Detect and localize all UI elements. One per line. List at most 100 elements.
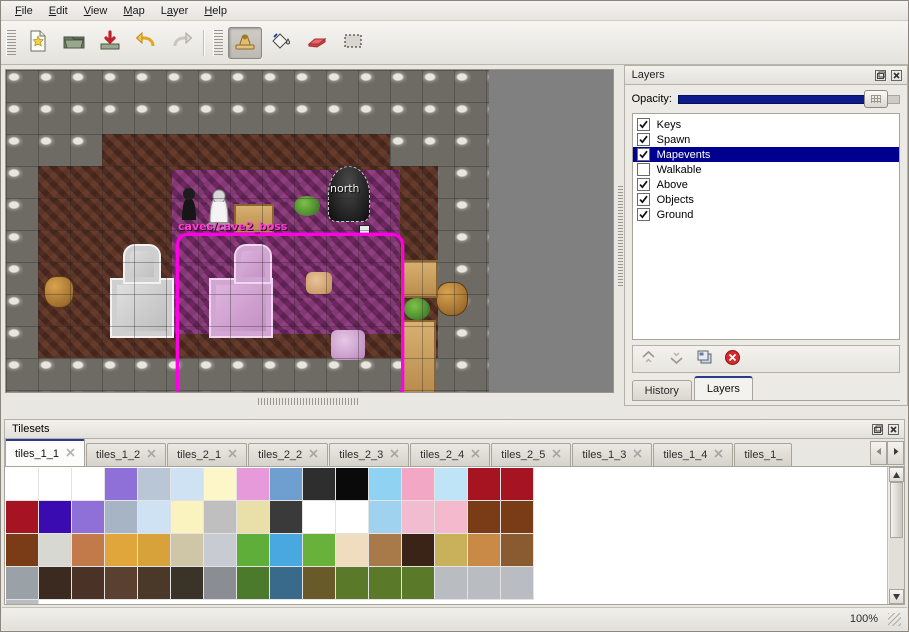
tile-cell[interactable] bbox=[39, 567, 72, 600]
tile-cell[interactable] bbox=[402, 534, 435, 567]
tile-cell[interactable] bbox=[6, 501, 39, 534]
tile-cell[interactable] bbox=[336, 567, 369, 600]
close-icon[interactable] bbox=[714, 449, 723, 461]
layer-row-ground[interactable]: Ground bbox=[633, 207, 899, 222]
tile-cell[interactable] bbox=[105, 567, 138, 600]
layer-row-above[interactable]: Above bbox=[633, 177, 899, 192]
new-map-button[interactable] bbox=[21, 27, 55, 59]
tile-cell[interactable] bbox=[501, 468, 534, 501]
tile-cell[interactable] bbox=[6, 567, 39, 600]
scrollbar-track[interactable] bbox=[888, 538, 904, 589]
tile-cell[interactable] bbox=[6, 534, 39, 567]
tile-cell[interactable] bbox=[39, 468, 72, 501]
tile-cell[interactable] bbox=[138, 534, 171, 567]
tile-cell[interactable] bbox=[468, 567, 501, 600]
tile-cell[interactable] bbox=[369, 468, 402, 501]
tile-cell[interactable] bbox=[138, 501, 171, 534]
tile-cell[interactable] bbox=[138, 468, 171, 501]
lower-layer-button[interactable] bbox=[668, 350, 686, 368]
menu-item-view[interactable]: View bbox=[83, 4, 108, 17]
tile-cell[interactable] bbox=[336, 468, 369, 501]
tile-cell[interactable] bbox=[336, 501, 369, 534]
tile-cell[interactable] bbox=[237, 567, 270, 600]
scroll-tabs-right-button[interactable] bbox=[887, 441, 904, 465]
tile-cell[interactable] bbox=[72, 501, 105, 534]
tile-cell[interactable] bbox=[237, 501, 270, 534]
close-icon[interactable] bbox=[228, 449, 237, 461]
layer-row-walkable[interactable]: Walkable bbox=[633, 162, 899, 177]
tile-cell[interactable] bbox=[303, 468, 336, 501]
tileset-tab-tiles_1_3[interactable]: tiles_1_3 bbox=[572, 443, 653, 466]
tileset-tab-tiles_1_partial[interactable]: tiles_1_ bbox=[734, 443, 793, 466]
scroll-down-button[interactable] bbox=[888, 589, 904, 604]
layer-visibility-checkbox[interactable] bbox=[636, 148, 650, 161]
close-icon[interactable] bbox=[887, 423, 900, 436]
raise-layer-button[interactable] bbox=[640, 350, 658, 368]
close-icon[interactable] bbox=[633, 449, 642, 461]
tile-cell[interactable] bbox=[435, 468, 468, 501]
menu-item-edit[interactable]: Edit bbox=[48, 4, 68, 17]
tile-cell[interactable] bbox=[369, 567, 402, 600]
tile-cell[interactable] bbox=[270, 534, 303, 567]
tools-grip[interactable] bbox=[213, 29, 223, 56]
opacity-slider[interactable] bbox=[677, 90, 900, 108]
menu-item-help[interactable]: Help bbox=[204, 4, 227, 17]
resize-grip[interactable] bbox=[888, 612, 901, 626]
eraser-tool-button[interactable] bbox=[300, 27, 334, 59]
tile-cell[interactable] bbox=[6, 600, 39, 604]
tile-cell[interactable] bbox=[237, 468, 270, 501]
tile-cell[interactable] bbox=[468, 468, 501, 501]
menu-item-file[interactable]: File bbox=[15, 4, 33, 17]
layer-visibility-checkbox[interactable] bbox=[636, 133, 650, 146]
tile-cell[interactable] bbox=[303, 567, 336, 600]
tile-cell[interactable] bbox=[501, 501, 534, 534]
map-viewport[interactable]: north bbox=[5, 69, 614, 393]
tile-cell[interactable] bbox=[303, 501, 336, 534]
layer-row-objects[interactable]: Objects bbox=[633, 192, 899, 207]
undock-icon[interactable] bbox=[871, 423, 884, 436]
open-map-button[interactable] bbox=[57, 27, 91, 59]
tile-cell[interactable] bbox=[39, 534, 72, 567]
map-canvas[interactable]: north bbox=[6, 70, 489, 392]
tile-cell[interactable] bbox=[402, 501, 435, 534]
layer-visibility-checkbox[interactable] bbox=[636, 193, 650, 206]
tile-cell[interactable] bbox=[435, 501, 468, 534]
duplicate-layer-button[interactable] bbox=[696, 350, 714, 368]
tab-history[interactable]: History bbox=[631, 380, 692, 400]
tile-cell[interactable] bbox=[171, 501, 204, 534]
tile-cell[interactable] bbox=[402, 567, 435, 600]
close-icon[interactable] bbox=[66, 447, 75, 460]
stamp-tool-button[interactable] bbox=[228, 26, 262, 59]
tileset-tab-tiles_2_2[interactable]: tiles_2_2 bbox=[248, 443, 329, 466]
layer-visibility-checkbox[interactable] bbox=[636, 163, 650, 176]
tile-cell[interactable] bbox=[435, 534, 468, 567]
tileset-tab-tiles_2_5[interactable]: tiles_2_5 bbox=[491, 443, 572, 466]
tile-cell[interactable] bbox=[105, 534, 138, 567]
close-icon[interactable] bbox=[890, 69, 903, 82]
close-icon[interactable] bbox=[471, 449, 480, 461]
tile-cell[interactable] bbox=[6, 468, 39, 501]
tile-cell[interactable] bbox=[204, 501, 237, 534]
tileset-tile-grid[interactable] bbox=[4, 466, 905, 605]
tile-cell[interactable] bbox=[171, 567, 204, 600]
layer-row-mapevents[interactable]: Mapevents bbox=[632, 147, 899, 162]
scrollbar-thumb[interactable] bbox=[889, 482, 903, 538]
undo-button[interactable] bbox=[129, 27, 163, 59]
tile-cell[interactable] bbox=[171, 468, 204, 501]
layer-visibility-checkbox[interactable] bbox=[636, 118, 650, 131]
tile-cell[interactable] bbox=[336, 534, 369, 567]
tileset-tab-tiles_2_4[interactable]: tiles_2_4 bbox=[410, 443, 491, 466]
scroll-up-button[interactable] bbox=[888, 467, 904, 482]
tile-cell[interactable] bbox=[72, 534, 105, 567]
layer-list[interactable]: Keys Spawn Mapevents Walkable bbox=[631, 113, 900, 340]
tileset-tab-tiles_1_4[interactable]: tiles_1_4 bbox=[653, 443, 734, 466]
save-map-button[interactable] bbox=[93, 27, 127, 59]
layer-row-keys[interactable]: Keys bbox=[633, 117, 899, 132]
tile-cell[interactable] bbox=[435, 567, 468, 600]
undock-icon[interactable] bbox=[874, 69, 887, 82]
tile-cell[interactable] bbox=[468, 534, 501, 567]
tab-layers[interactable]: Layers bbox=[693, 376, 753, 400]
tile-cell[interactable] bbox=[501, 567, 534, 600]
select-tool-button[interactable] bbox=[336, 27, 370, 59]
tile-cell[interactable] bbox=[468, 501, 501, 534]
